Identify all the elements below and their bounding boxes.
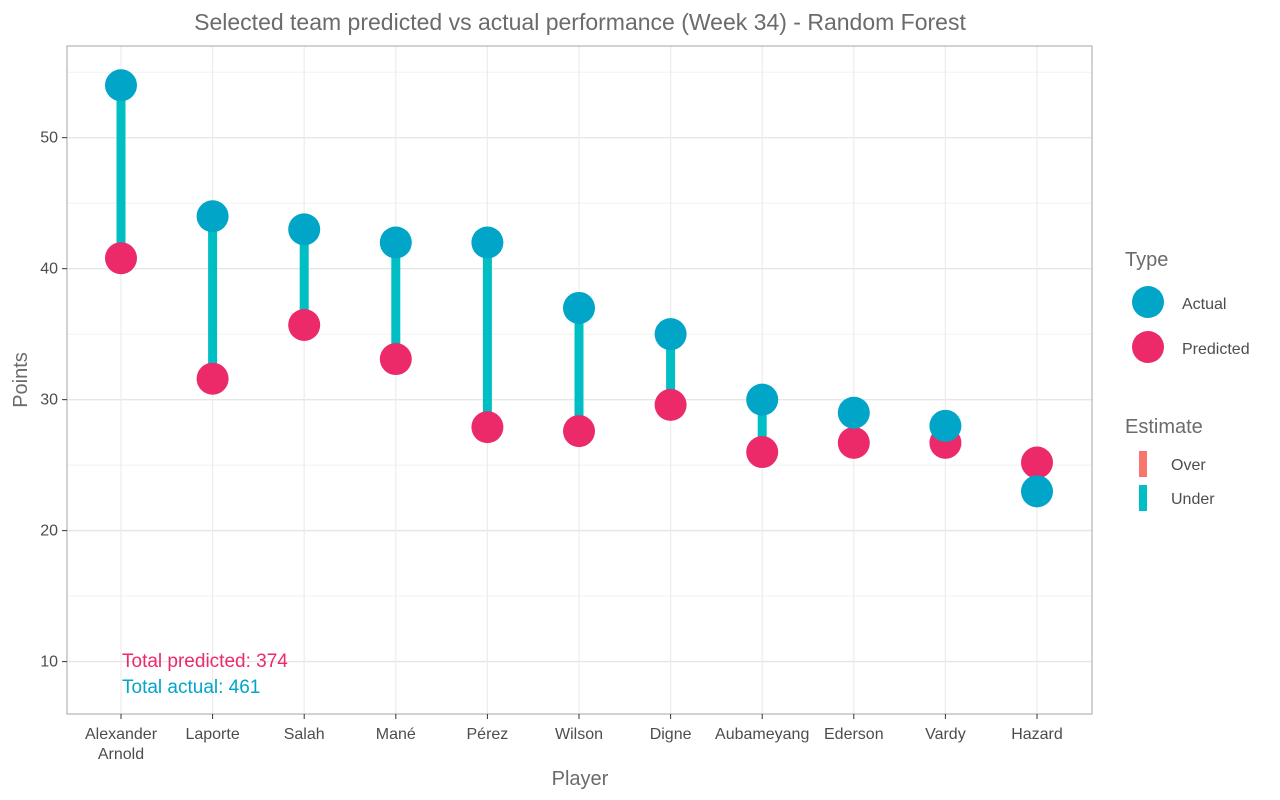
predicted-point — [105, 242, 137, 275]
x-tick-label: Ederson — [824, 726, 884, 743]
predicted-point — [288, 308, 321, 341]
predicted-point — [837, 426, 870, 459]
predicted-point — [654, 388, 687, 421]
x-tick-label: Vardy — [925, 726, 966, 743]
x-tick-label: Hazard — [1011, 726, 1063, 743]
y-tick-label: 40 — [40, 261, 58, 278]
predicted-point — [563, 415, 595, 448]
legend-predicted-swatch — [1132, 331, 1164, 363]
predicted-point — [471, 411, 504, 444]
y-tick-label: 10 — [40, 654, 58, 671]
y-tick-label: 30 — [40, 392, 58, 409]
total-predicted-annotation: Total predicted: 374 — [122, 651, 288, 672]
actual-point — [196, 200, 229, 233]
actual-point — [746, 383, 779, 416]
actual-point — [105, 69, 137, 102]
actual-point — [1021, 475, 1053, 508]
x-tick-label: Aubameyang — [715, 726, 809, 743]
x-tick-label: Mané — [376, 726, 416, 743]
actual-point — [288, 213, 321, 246]
x-tick-label: Alexander — [85, 726, 158, 743]
predicted-point — [746, 436, 779, 469]
total-actual-annotation: Total actual: 461 — [122, 677, 260, 698]
legend-over-swatch — [1139, 451, 1147, 477]
y-axis-title: Points — [10, 352, 32, 408]
y-tick-label: 20 — [40, 523, 58, 540]
legend-over-label: Over — [1171, 457, 1206, 474]
legend-under-swatch — [1139, 485, 1147, 511]
legend-actual-swatch — [1132, 286, 1164, 318]
chart-title: Selected team predicted vs actual perfor… — [194, 9, 966, 35]
x-tick-label: Wilson — [555, 726, 603, 743]
y-tick-label: 50 — [40, 130, 58, 147]
predicted-point — [379, 343, 412, 376]
actual-point — [837, 396, 870, 429]
legend-type-title: Type — [1125, 249, 1168, 271]
x-axis-title: Player — [552, 768, 609, 790]
predicted-point — [196, 362, 229, 395]
x-tick-label: Laporte — [185, 726, 239, 743]
x-tick-label: Arnold — [98, 746, 144, 763]
actual-point — [471, 226, 504, 259]
legend-actual-label: Actual — [1182, 296, 1226, 313]
x-tick-label: Digne — [650, 726, 692, 743]
actual-point — [654, 318, 687, 351]
legend-predicted-label: Predicted — [1182, 341, 1250, 358]
predicted-point — [1021, 446, 1053, 479]
legend: Type Actual Predicted Estimate Over Unde… — [1125, 249, 1250, 511]
x-tick-label: Salah — [284, 726, 325, 743]
legend-under-label: Under — [1171, 491, 1215, 508]
actual-point — [563, 291, 595, 324]
actual-point — [379, 226, 412, 259]
actual-point — [929, 409, 962, 442]
x-tick-label: Pérez — [467, 726, 509, 743]
legend-estimate-title: Estimate — [1125, 416, 1203, 438]
